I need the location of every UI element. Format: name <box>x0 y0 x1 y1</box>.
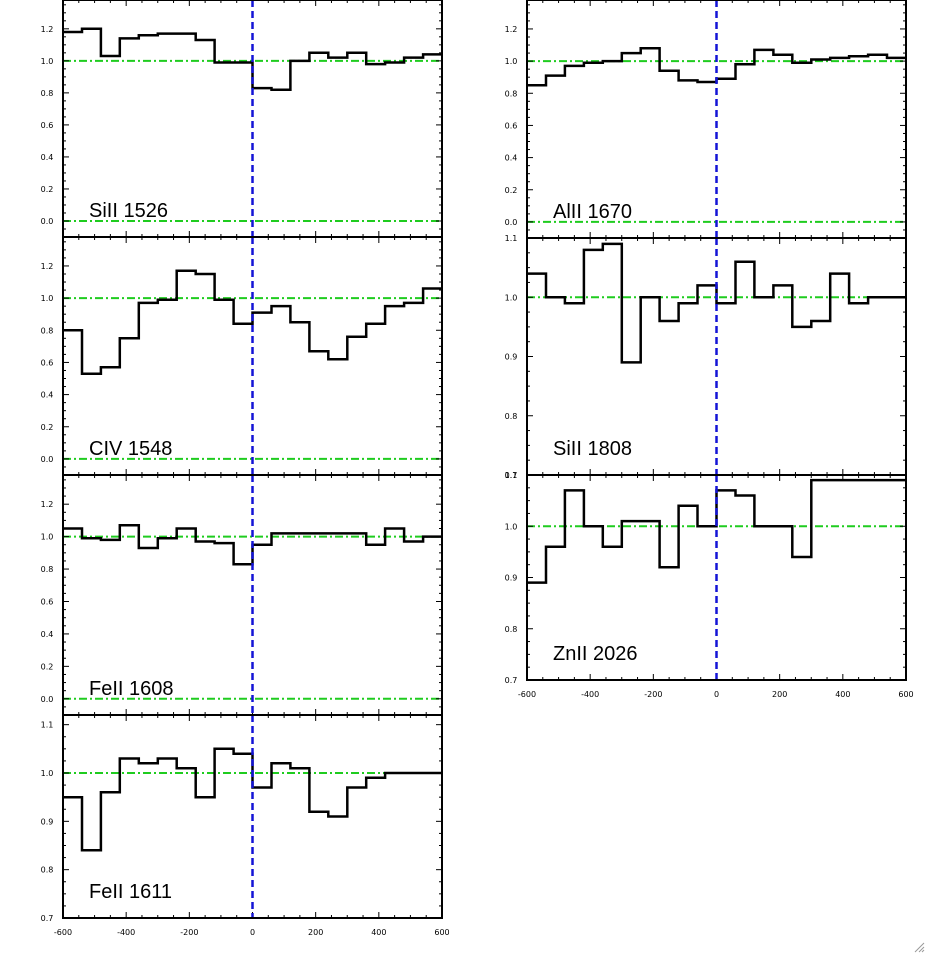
y-tick-label: 1.0 <box>41 294 54 303</box>
y-tick-label: 0.4 <box>41 630 54 639</box>
y-tick-label: 0.8 <box>505 625 518 634</box>
panel-siii-1808: 0.7 0.8 0.9 1.0 1.1 SiII 1808 <box>505 234 907 480</box>
y-tick-label: 1.0 <box>505 57 518 66</box>
ion-label: ZnII 2026 <box>553 643 638 665</box>
y-tick-label: 0.6 <box>41 597 54 606</box>
ion-label: FeII 1608 <box>89 678 174 700</box>
y-tick-label: 0.8 <box>41 565 54 574</box>
x-tick-label: -600 <box>518 690 536 699</box>
x-tick-label: 0 <box>250 928 255 937</box>
x-tick-label: -200 <box>644 690 662 699</box>
y-tick-label: 0.4 <box>41 153 54 162</box>
y-tick-label: 0.2 <box>505 186 518 195</box>
y-tick-label: 0.8 <box>41 89 54 98</box>
y-tick-label: 0.8 <box>505 412 518 421</box>
y-tick-label: 1.1 <box>505 471 518 480</box>
panel-frame <box>62 714 443 919</box>
spectrum-series <box>63 524 442 566</box>
ion-label: SiII 1526 <box>89 200 168 222</box>
y-tick-label: 0.2 <box>41 185 54 194</box>
x-tick-label: 200 <box>308 928 323 937</box>
resize-grip-icon[interactable] <box>913 941 925 953</box>
y-tick-label: 1.0 <box>505 522 518 531</box>
y-tick-label: 1.0 <box>41 57 54 66</box>
panel-feii-1608: 0.0 0.2 0.4 0.6 0.8 1.0 1.2 FeII 1608 <box>41 474 443 716</box>
x-tick-label: 200 <box>772 690 787 699</box>
ion-label: AlII 1670 <box>553 201 632 223</box>
y-tick-label: 0.8 <box>41 866 54 875</box>
y-tick-label: 1.2 <box>41 500 54 509</box>
y-tick-label: 0.2 <box>41 662 54 671</box>
y-tick-label: 0.4 <box>505 154 518 163</box>
y-tick-label: 1.0 <box>505 293 518 302</box>
y-tick-label: 0.4 <box>41 391 54 400</box>
ion-label: SiII 1808 <box>553 438 632 460</box>
y-tick-label: 0.0 <box>505 218 518 227</box>
y-tick-label: 0.7 <box>505 471 518 480</box>
y-tick-label: 0.0 <box>41 217 54 226</box>
y-tick-label: 1.1 <box>41 721 54 730</box>
x-tick-label: 0 <box>714 690 719 699</box>
y-tick-label: 1.0 <box>41 533 54 542</box>
x-tick-label: -200 <box>180 928 198 937</box>
x-tick-label: -600 <box>54 928 72 937</box>
panel-znii-2026: 0.7 0.8 0.9 1.0 1.1 -600 -400 -200 0 200 400 600 ZnI… <box>505 471 914 699</box>
y-tick-label: 0.9 <box>505 353 518 362</box>
y-tick-label: 0.8 <box>41 326 54 335</box>
y-tick-label: 0.9 <box>505 574 518 583</box>
x-tick-label: 400 <box>835 690 850 699</box>
y-tick-label: 0.6 <box>505 121 518 130</box>
y-tick-label: 0.0 <box>41 695 54 704</box>
panel-feii-1611: 0.7 0.8 0.9 1.0 1.1 -600 -400 -200 0 200 400 600 FeI… <box>41 714 450 937</box>
spectrum-series <box>527 478 906 584</box>
y-tick-label: 0.6 <box>41 358 54 367</box>
y-tick-label: 0.0 <box>41 455 54 464</box>
x-tick-label: -400 <box>117 928 135 937</box>
x-tick-label: 400 <box>371 928 386 937</box>
y-tick-label: 1.1 <box>505 234 518 243</box>
y-tick-label: 0.2 <box>41 423 54 432</box>
y-tick-label: 0.8 <box>505 89 518 98</box>
x-tick-label: -400 <box>581 690 599 699</box>
spectrum-series <box>63 27 442 91</box>
x-tick-label: 600 <box>434 928 449 937</box>
y-tick-label: 0.9 <box>41 817 54 826</box>
y-tick-label: 0.7 <box>505 676 518 685</box>
y-tick-label: 0.7 <box>41 914 54 923</box>
ion-label: FeII 1611 <box>89 881 172 903</box>
y-tick-label: 1.0 <box>41 769 54 778</box>
y-tick-label: 1.2 <box>505 25 518 34</box>
panel-frame <box>526 474 907 681</box>
spectrum-series <box>63 747 442 852</box>
x-tick-label: 600 <box>898 690 913 699</box>
y-tick-label: 1.2 <box>41 25 54 34</box>
y-tick-label: 0.6 <box>41 121 54 130</box>
y-tick-label: 1.2 <box>41 262 54 271</box>
ion-label: CIV 1548 <box>89 438 172 460</box>
